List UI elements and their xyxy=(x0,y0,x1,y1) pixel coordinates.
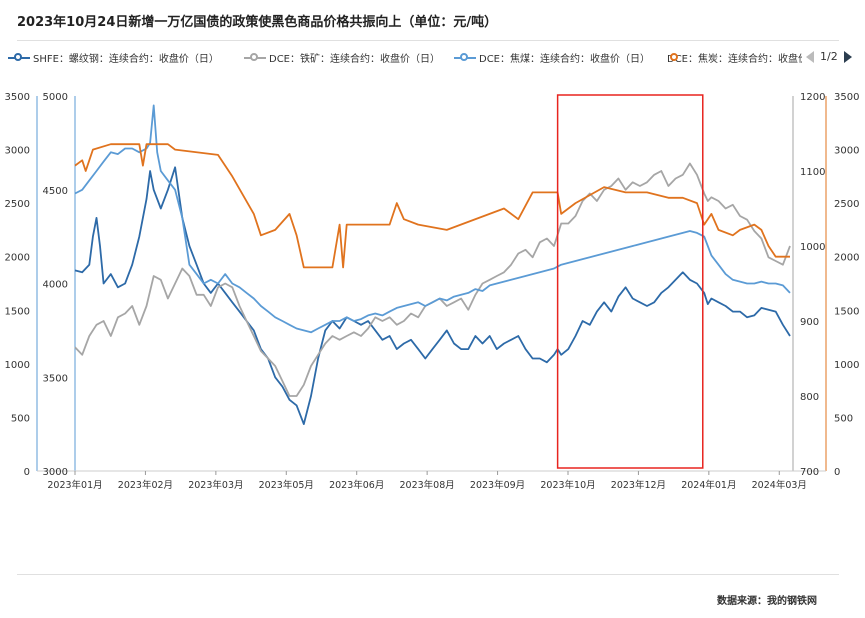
legend-label: SHFE：螺纹钢：连续合约：收盘价（日） xyxy=(33,54,219,65)
legend-label: DCE：焦煤：连续合约：收盘价（日） xyxy=(479,54,651,65)
prev-page-icon[interactable] xyxy=(806,50,814,63)
x-tick-label: 2023年10月 xyxy=(540,479,595,491)
y-tick-label: 2000 xyxy=(5,253,30,264)
y-tick-label: 3500 xyxy=(43,373,68,384)
y-tick-label: 1000 xyxy=(834,360,859,371)
x-tick-label: 2023年08月 xyxy=(400,479,455,491)
y-tick-label: 3000 xyxy=(43,467,68,478)
x-tick-label: 2023年02月 xyxy=(118,479,173,491)
y-tick-label: 5000 xyxy=(43,92,68,103)
y-tick-label: 3000 xyxy=(5,146,30,157)
x-tick-label: 2023年05月 xyxy=(259,479,314,491)
y-tick-label: 500 xyxy=(834,413,853,424)
y-tick-label: 1100 xyxy=(800,167,825,178)
y-tick-label: 3500 xyxy=(834,92,859,103)
chart-title: 2023年10月24日新增一万亿国债的政策使黑色商品价格共振向上（单位：元/吨） xyxy=(17,15,498,30)
legend-label: DCE：铁矿：连续合约：收盘价（日） xyxy=(269,54,441,65)
y-tick-label: 0 xyxy=(834,467,840,478)
y-tick-label: 2500 xyxy=(5,199,30,210)
y-tick-label: 1000 xyxy=(800,242,825,253)
footer-separator xyxy=(17,574,839,575)
x-tick-label: 2023年09月 xyxy=(470,479,525,491)
y-tick-label: 4000 xyxy=(43,280,68,291)
y-tick-label: 3500 xyxy=(5,92,30,103)
y-tick-label: 1500 xyxy=(834,306,859,317)
legend-marker-icon xyxy=(454,52,476,64)
pager-label: 1/2 xyxy=(820,50,838,63)
highlight-box xyxy=(556,94,704,469)
legend-item-rebar[interactable]: SHFE：螺纹钢：连续合约：收盘价（日） xyxy=(8,50,219,65)
legend-marker-icon xyxy=(244,52,266,64)
x-tick-label: 2023年01月 xyxy=(47,479,102,491)
y-tick-label: 1500 xyxy=(5,306,30,317)
legend-item-coking-coal[interactable]: DCE：焦煤：连续合约：收盘价（日） xyxy=(454,50,650,65)
y-tick-label: 2500 xyxy=(834,199,859,210)
legend-pager: 1/2 xyxy=(806,50,852,63)
series-line-3 xyxy=(74,143,790,269)
legend-item-iron-ore[interactable]: DCE：铁矿：连续合约：收盘价（日） xyxy=(244,50,440,65)
y-tick-label: 1200 xyxy=(800,92,825,103)
chart-area: 0 500 1000 1500 2000 2500 3000 3500 3000 3500 4000… xyxy=(5,92,860,491)
legend: SHFE：螺纹钢：连续合约：收盘价（日） DCE：铁矿：连续合约：收盘价（日） … xyxy=(8,50,858,68)
legend-marker-icon xyxy=(8,52,30,64)
y-tick-label: 3000 xyxy=(834,146,859,157)
x-tick-label: 2024年03月 xyxy=(752,479,807,491)
y-tick-label: 800 xyxy=(800,392,819,403)
x-tick-label: 2023年03月 xyxy=(188,479,243,491)
legend-item-coke[interactable]: DCE：焦炭：连续合约：收盘价（日） xyxy=(664,50,802,65)
title-separator xyxy=(17,40,839,41)
source-note: 数据来源：我的钢铁网 xyxy=(717,596,817,607)
next-page-icon[interactable] xyxy=(843,50,852,63)
y-tick-label: 700 xyxy=(800,467,819,478)
x-tick-label: 2024年01月 xyxy=(681,479,736,491)
x-tick-label: 2023年12月 xyxy=(611,479,666,491)
y-tick-label: 0 xyxy=(24,467,30,478)
y-tick-label: 500 xyxy=(11,413,30,424)
y-tick-label: 900 xyxy=(800,317,819,328)
y-tick-label: 2000 xyxy=(834,253,859,264)
x-tick-label: 2023年06月 xyxy=(329,479,384,491)
y-tick-label: 1000 xyxy=(5,360,30,371)
series-line-0 xyxy=(74,166,791,426)
legend-label: DCE：焦炭：连续合约：收盘价（日） xyxy=(667,54,802,65)
series-line-2 xyxy=(74,104,791,334)
y-tick-label: 4500 xyxy=(43,186,68,197)
